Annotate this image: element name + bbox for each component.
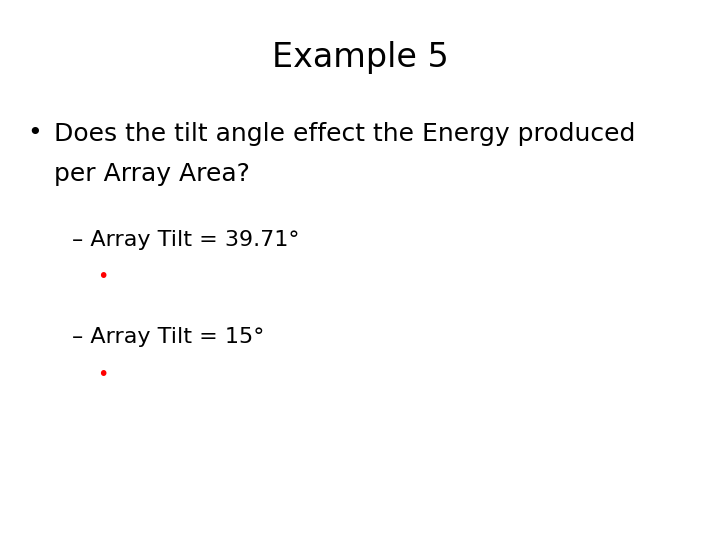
Text: per Array Area?: per Array Area? (54, 162, 250, 186)
Text: •: • (97, 267, 109, 286)
Text: Example 5: Example 5 (271, 40, 449, 73)
Text: Does the tilt angle effect the Energy produced: Does the tilt angle effect the Energy pr… (54, 122, 635, 145)
Text: •: • (27, 122, 42, 145)
Text: – Array Tilt = 15°: – Array Tilt = 15° (72, 327, 264, 347)
Text: – Array Tilt = 39.71°: – Array Tilt = 39.71° (72, 230, 300, 249)
Text: •: • (97, 364, 109, 383)
